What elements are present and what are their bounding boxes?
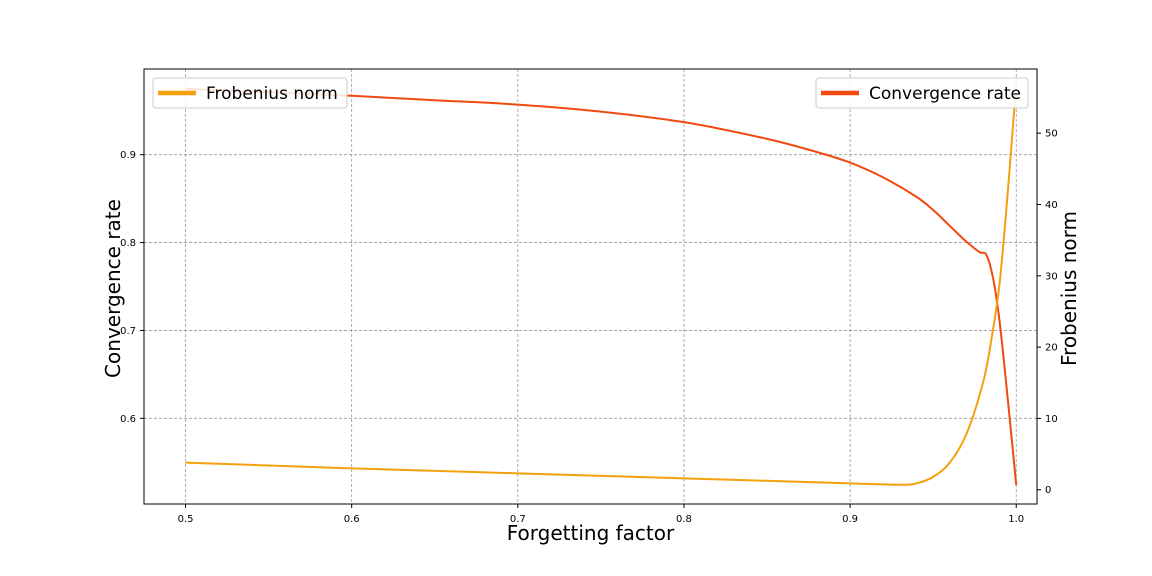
left-y-tick-label-0: 0.6 (120, 414, 136, 425)
left-y-tick-label-2: 0.8 (120, 238, 136, 249)
right-y-tick-label-4: 40 (1045, 200, 1058, 211)
left-y-axis-label: Convergence rate (101, 199, 125, 378)
legend-box-convergence-rate (815, 77, 1029, 109)
legend-label-convergence-rate: Convergence rate (869, 84, 1021, 104)
x-tick-label-1: 0.6 (344, 514, 360, 525)
left-y-tick-label-3: 0.9 (120, 150, 136, 161)
right-y-tick-label-2: 20 (1045, 343, 1058, 354)
grid (144, 69, 1037, 504)
x-tick-label-4: 0.9 (842, 514, 858, 525)
series-line-frobenius-norm (185, 83, 1018, 486)
right-y-tick-label-0: 0 (1045, 485, 1051, 496)
plot-frame (143, 68, 1038, 505)
right-y-tick-label-1: 10 (1045, 414, 1058, 425)
x-tick-label-0: 0.5 (178, 514, 194, 525)
x-tick-label-3: 0.8 (676, 514, 692, 525)
x-tick-label-5: 1.0 (1008, 514, 1024, 525)
right-y-tick-label-5: 50 (1045, 129, 1058, 140)
x-tick-label-2: 0.7 (510, 514, 526, 525)
legend-label-frobenius-norm: Frobenius norm (206, 84, 338, 104)
legends: Convergence rate Frobenius norm (152, 77, 1029, 109)
axes: 0.5 0.6 0.7 0.8 0.9 1.0 0.6 0.7 0.8 0.9 0 10 20 30 40 5… (120, 129, 1058, 525)
right-y-axis-label: Frobenius norm (1057, 211, 1081, 366)
left-y-tick-label-1: 0.7 (120, 326, 136, 337)
series-line-convergence-rate (185, 87, 1018, 486)
series-layer (185, 83, 1018, 486)
x-axis-label: Forgetting factor (507, 521, 675, 545)
right-y-tick-label-3: 30 (1045, 271, 1058, 282)
legend-box-frobenius-norm (152, 77, 348, 109)
